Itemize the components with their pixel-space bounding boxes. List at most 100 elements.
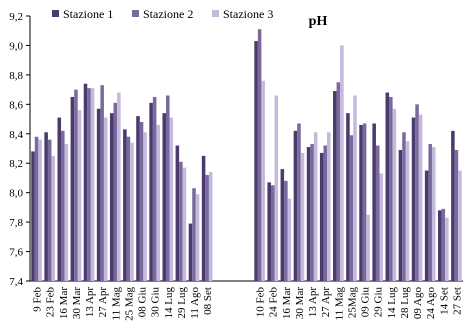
bar xyxy=(415,104,419,281)
x-tick-label: 14 Lug xyxy=(386,287,398,319)
x-tick-label: 25Mag xyxy=(346,287,358,319)
bar xyxy=(113,102,118,281)
bar xyxy=(431,147,436,281)
bar xyxy=(270,185,275,281)
bar xyxy=(205,175,209,281)
bar xyxy=(389,96,393,281)
bar xyxy=(418,114,423,281)
bar xyxy=(96,108,101,281)
bar xyxy=(293,130,298,281)
x-tick-label: 27 Set xyxy=(451,287,463,315)
bar xyxy=(182,167,187,281)
bar xyxy=(398,149,403,281)
bar xyxy=(428,144,432,281)
bar xyxy=(445,217,449,281)
x-tick-label: 29 Giu xyxy=(373,287,385,318)
x-tick-label: 13 Apr xyxy=(84,287,96,318)
x-tick-label: 10 Feb xyxy=(255,287,267,318)
x-tick-label: 08 Set xyxy=(202,287,214,315)
x-tick-label: 27 Apr xyxy=(97,287,109,318)
bar xyxy=(346,113,350,282)
bar xyxy=(123,129,127,281)
bar xyxy=(156,124,160,281)
bar xyxy=(372,123,376,281)
x-tick-label: 08 Giu xyxy=(137,287,149,318)
bar xyxy=(34,136,39,281)
bar xyxy=(392,108,397,281)
bar xyxy=(336,82,341,281)
bar xyxy=(319,152,324,281)
bar xyxy=(90,88,95,281)
bar xyxy=(333,91,337,281)
bar xyxy=(359,124,363,281)
y-tick-label: 8,8 xyxy=(9,70,23,82)
bar xyxy=(340,45,344,281)
x-tick-label: 09 Giu xyxy=(360,287,372,318)
bar xyxy=(349,135,354,281)
legend-label: Stazione 1 xyxy=(63,7,113,21)
bar xyxy=(87,88,91,281)
bar xyxy=(402,132,406,281)
bar xyxy=(323,145,327,281)
y-tick-label: 8,4 xyxy=(9,129,23,141)
bar xyxy=(300,152,305,281)
bar xyxy=(306,147,311,281)
bar xyxy=(143,132,147,281)
bar xyxy=(77,110,82,281)
x-tick-label: 29 Lug xyxy=(176,287,188,319)
x-tick-label: 27 Apr xyxy=(320,287,332,318)
bar xyxy=(375,145,380,281)
bar xyxy=(195,194,200,281)
bar xyxy=(424,170,429,281)
x-tick-label: 14 Lug xyxy=(163,287,175,319)
bar xyxy=(366,214,370,281)
legend-label: Stazione 3 xyxy=(223,7,273,21)
bar xyxy=(162,113,167,282)
bar xyxy=(139,122,144,281)
bar xyxy=(179,161,183,281)
bar xyxy=(297,123,301,281)
bar xyxy=(175,145,180,281)
x-tick-label: 14 Set xyxy=(438,287,450,315)
bar xyxy=(362,123,367,281)
legend-marker xyxy=(52,10,59,17)
bar xyxy=(169,117,174,281)
bar xyxy=(64,144,69,281)
x-tick-label: 24 Feb xyxy=(268,287,280,318)
y-tick-label: 8,0 xyxy=(9,188,23,200)
bar xyxy=(313,132,318,281)
bar xyxy=(74,89,78,281)
bar xyxy=(454,149,459,281)
bar xyxy=(326,132,331,281)
bar xyxy=(100,85,104,281)
bar xyxy=(31,151,35,281)
bar xyxy=(458,170,462,281)
bar xyxy=(267,182,271,281)
bar xyxy=(61,130,65,281)
x-tick-label: 13 Apr xyxy=(307,287,319,318)
legend-label: Stazione 2 xyxy=(143,7,193,21)
y-tick-label: 8,6 xyxy=(9,99,23,111)
chart-title: pH xyxy=(309,14,328,29)
bar xyxy=(441,208,446,281)
y-tick-label: 7,4 xyxy=(9,276,23,288)
x-tick-label: 11 Mag xyxy=(333,287,345,321)
x-tick-label: 11 Mag xyxy=(110,287,122,321)
x-tick-label: 16 Mar xyxy=(58,287,70,319)
bar xyxy=(166,95,170,281)
bar xyxy=(274,95,279,281)
bar xyxy=(126,136,131,281)
x-tick-label: 9 Feb xyxy=(32,287,44,312)
bar xyxy=(149,102,153,281)
y-tick-label: 8,2 xyxy=(9,158,23,170)
x-tick-label: 11 Ago xyxy=(189,287,201,319)
y-tick-label: 7,8 xyxy=(9,217,23,229)
bar xyxy=(117,92,121,281)
bar xyxy=(130,142,134,281)
y-tick-label: 9,2 xyxy=(9,11,23,23)
bar xyxy=(192,188,196,281)
bar xyxy=(257,29,262,281)
y-tick-label: 7,6 xyxy=(9,247,23,259)
bar xyxy=(261,80,265,282)
